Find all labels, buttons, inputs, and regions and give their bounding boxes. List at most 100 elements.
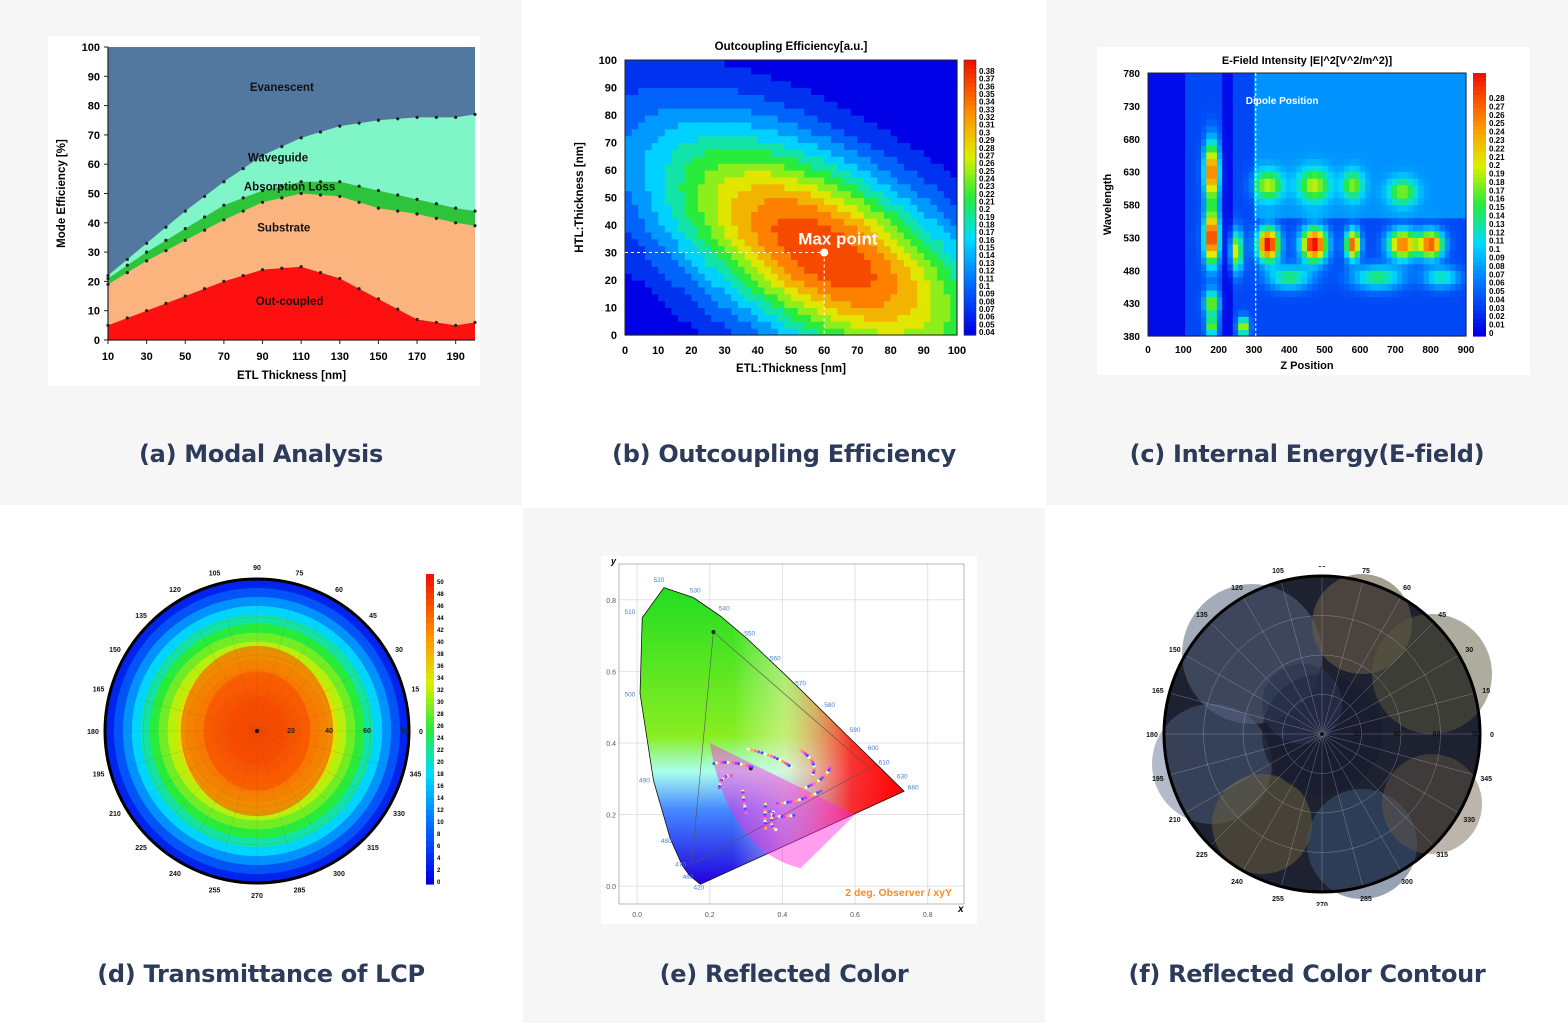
colorbar-segment <box>426 766 434 773</box>
boundary-point <box>145 241 149 245</box>
heat-cell <box>930 231 938 240</box>
heat-cell <box>890 293 898 302</box>
heat-cell <box>1216 73 1223 81</box>
heat-cell <box>1264 119 1271 127</box>
heat-cell <box>844 149 852 157</box>
heat-cell <box>1238 217 1244 225</box>
heat-cell <box>844 307 852 315</box>
heat-cell <box>671 286 679 295</box>
heat-cell <box>1291 250 1297 258</box>
heat-cell <box>923 115 932 123</box>
heat-cell <box>1344 138 1350 146</box>
heat-cell <box>1285 303 1292 311</box>
heat-cell <box>1201 105 1207 114</box>
heat-cell <box>1344 322 1350 331</box>
heat-cell <box>864 204 872 212</box>
heat-cell <box>1338 92 1345 100</box>
heat-cell <box>704 314 712 322</box>
heat-cell <box>1375 263 1382 271</box>
heat-cell <box>644 280 653 288</box>
heat-cell <box>625 115 633 123</box>
heat-cell <box>950 211 958 219</box>
heat-cell <box>678 121 686 130</box>
boundary-point <box>280 145 284 149</box>
heat-cell <box>1232 303 1239 311</box>
heat-cell <box>638 300 646 309</box>
heat-cell <box>1301 263 1308 271</box>
heat-cell <box>684 321 692 329</box>
heat-cell <box>1269 79 1276 87</box>
heat-cell <box>644 149 653 157</box>
heat-cell <box>1238 178 1244 186</box>
heat-cell <box>717 73 726 82</box>
heat-cell <box>804 300 812 309</box>
polar-ring <box>180 654 334 808</box>
heat-cell <box>691 108 699 116</box>
heat-cell <box>1439 309 1446 317</box>
heat-cell <box>1460 296 1467 304</box>
heat-cell <box>1291 79 1297 87</box>
heat-cell <box>1391 73 1398 81</box>
heat-cell <box>943 197 951 205</box>
color-point <box>819 777 823 781</box>
heat-cell <box>1418 289 1425 298</box>
heat-cell <box>1301 250 1308 258</box>
colorbar-tick-label: 0.06 <box>1489 279 1505 288</box>
heat-cell <box>1317 296 1324 304</box>
heat-cell <box>691 225 699 233</box>
heat-cell <box>844 300 852 309</box>
heat-cell <box>1206 99 1213 107</box>
heat-cell <box>771 135 779 144</box>
heat-cell <box>1179 132 1186 140</box>
heat-cell <box>764 94 772 102</box>
heat-cell <box>830 252 839 260</box>
heat-cell <box>1227 217 1234 225</box>
heat-cell <box>777 280 785 288</box>
heat-cell <box>917 190 925 199</box>
heat-cell <box>923 328 932 336</box>
heat-cell <box>711 142 719 150</box>
colorbar-tick-label: 0.19 <box>979 213 995 222</box>
heat-cell <box>791 280 799 288</box>
heat-cell <box>1153 119 1160 127</box>
heat-cell <box>711 190 719 199</box>
heat-cell <box>704 300 712 309</box>
boundary-point <box>222 180 226 184</box>
heat-cell <box>1455 79 1462 87</box>
purple-region <box>709 742 856 869</box>
heat-cell <box>890 121 898 130</box>
heat-cell <box>1375 276 1382 284</box>
heat-cell <box>1301 92 1308 100</box>
heat-cell <box>1227 250 1234 258</box>
x-tick-label: 80 <box>884 345 896 357</box>
heat-cell <box>824 142 832 150</box>
heat-cell <box>1370 86 1377 94</box>
heat-cell <box>1238 257 1244 265</box>
heat-cell <box>1439 224 1446 232</box>
heat-cell <box>810 156 819 164</box>
heat-cell <box>870 218 878 226</box>
heat-cell <box>1227 92 1234 100</box>
heat-cell <box>651 87 659 95</box>
heat-cell <box>1254 171 1260 179</box>
heat-cell <box>1296 211 1303 219</box>
heat-cell <box>1169 211 1176 219</box>
heat-cell <box>1169 204 1176 212</box>
heat-cell <box>1312 276 1319 284</box>
heat-cell <box>1174 329 1181 337</box>
heat-cell <box>1195 158 1202 166</box>
heat-cell <box>817 204 825 212</box>
heat-cell <box>1375 165 1382 173</box>
heat-cell <box>644 293 653 302</box>
heat-cell <box>651 121 659 130</box>
heat-cell <box>744 321 752 329</box>
heat-cell <box>1450 257 1456 265</box>
heat-cell <box>1312 86 1319 94</box>
heat-cell <box>844 245 852 254</box>
heat-cell <box>625 293 633 302</box>
heat-cell <box>1391 211 1398 219</box>
heat-cell <box>943 135 951 144</box>
heat-cell <box>830 225 839 233</box>
heat-cell <box>658 245 666 254</box>
heat-cell <box>1227 322 1234 331</box>
